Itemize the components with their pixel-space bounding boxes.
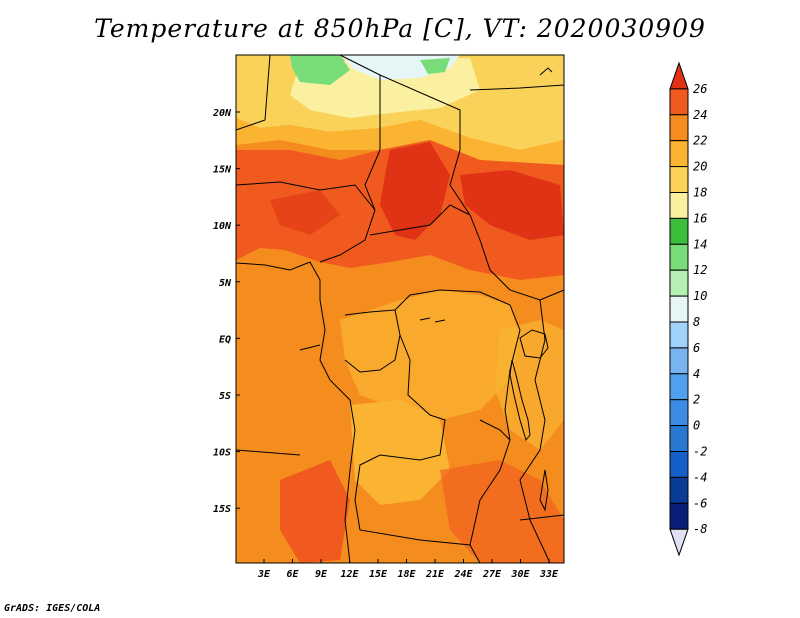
colorbar-label: -2 <box>693 445 707 459</box>
colorbar-segment <box>669 399 689 427</box>
map-frame <box>235 54 565 564</box>
colorbar-label: 0 <box>693 419 700 433</box>
colorbar-segment <box>669 295 689 323</box>
chart-title: Temperature at 850hPa [C], VT: 202003090… <box>94 14 706 43</box>
colorbar-segment <box>669 217 689 245</box>
north-green-patch <box>290 55 350 85</box>
lon-label-27e: 27E <box>482 569 502 580</box>
hot-core-west <box>380 142 450 240</box>
colorbar-label: -4 <box>693 470 707 484</box>
colorbar-label: 22 <box>693 134 707 148</box>
lon-label-24e: 24E <box>453 569 473 580</box>
colorbar-label: 4 <box>693 367 700 381</box>
colorbar-segment <box>669 321 689 349</box>
lat-label-5n: 5N <box>219 278 232 289</box>
lon-label-15e: 15E <box>369 569 388 580</box>
colorbar-label: 16 <box>693 211 707 225</box>
colorbar-label: 8 <box>693 315 700 329</box>
lon-label-21e: 21E <box>425 569 445 580</box>
lon-label-33e: 33E <box>539 569 559 580</box>
lat-label-15n: 15N <box>213 165 232 176</box>
colorbar-label: 2 <box>693 393 700 407</box>
lat-label-5s: 5S <box>219 391 231 402</box>
lakes <box>419 317 549 512</box>
angola-plateau-cool <box>350 400 450 505</box>
colorbar-label: 18 <box>693 186 707 200</box>
colorbar-segment <box>669 88 689 116</box>
grads-credit: GrADS: IGES/COLA <box>4 603 101 614</box>
lat-label-10s: 10S <box>213 448 231 459</box>
lat-label-20n: 20N <box>212 108 232 119</box>
colorbar-label: 6 <box>693 341 700 355</box>
colorbar-bottom-arrow <box>669 528 689 557</box>
lon-label-18e: 18E <box>397 569 416 580</box>
congo-basin-cool <box>340 290 520 420</box>
lat-label-eq: EQ <box>219 334 231 345</box>
lon-label-6e: 6E <box>286 569 299 580</box>
temperature-field <box>236 55 564 563</box>
colorbar-label: 20 <box>693 160 707 174</box>
lon-label-12e: 12E <box>340 569 359 580</box>
colorbar-label: -6 <box>693 496 707 510</box>
hot-core-east <box>460 170 564 240</box>
colorbar-segment <box>669 269 689 297</box>
south-warm-patch <box>280 460 350 563</box>
colorbar-segment <box>669 451 689 478</box>
lon-label-3e: 3E <box>257 569 271 580</box>
colorbar-segment <box>669 502 689 530</box>
colorbar-segment <box>669 166 689 194</box>
colorbar-label: 24 <box>693 108 707 122</box>
colorbar-label: 12 <box>693 263 707 277</box>
lat-label-10n: 10N <box>213 221 232 232</box>
lon-label-9e: 9E <box>315 569 328 580</box>
latitude-labels: 20N 15N 10N 5N EQ 5S 10S 15S <box>212 108 240 515</box>
colorbar-label: -8 <box>693 522 707 536</box>
country-borders <box>235 54 565 564</box>
colorbar-top-arrow <box>669 61 689 90</box>
colorbar-segment <box>669 243 689 271</box>
lon-label-30e: 30E <box>510 569 530 580</box>
colorbar-segment <box>669 373 689 401</box>
colorbar-segment <box>669 114 689 142</box>
colorbar-segment <box>669 347 689 375</box>
colorbar-segment <box>669 476 689 504</box>
lat-label-15s: 15S <box>213 504 231 515</box>
colorbar-segment <box>669 425 689 453</box>
colorbar-segment <box>669 140 689 168</box>
longitude-labels: 3E 6E 9E 12E 15E 18E 21E 24E 27E 30E 33E <box>257 559 559 580</box>
colorbar-label: 10 <box>693 289 707 303</box>
colorbar-segment <box>669 192 689 219</box>
colorbar-label: 26 <box>693 82 707 96</box>
colorbar-label: 14 <box>693 237 707 251</box>
